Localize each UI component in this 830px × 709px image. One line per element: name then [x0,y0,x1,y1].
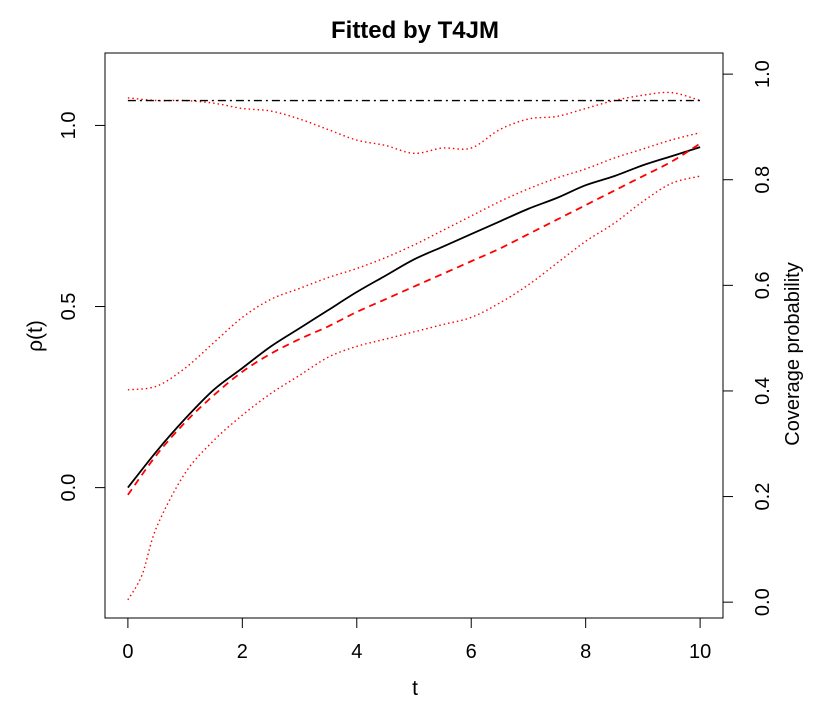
dotted-red-line-2 [127,132,701,391]
chart-title: Fitted by T4JM [331,17,499,44]
dashed-red-line-1 [127,142,701,496]
dotted-red-line-3 [127,175,701,601]
y2-tick-label: 0.0 [752,588,774,616]
x-tick-label: 2 [237,641,248,663]
solid-black-line-0 [127,146,701,489]
y2-tick-label: 1.0 [752,60,774,88]
x-axis-label: t [412,677,418,700]
y2-tick-label: 0.4 [752,377,774,405]
y2-tick-label: 0.2 [752,483,774,511]
dotted-red-line-4 [127,91,701,155]
y-axis: 0.0 0.5 1.0 [58,112,106,502]
y-tick-label: 0.5 [58,293,80,321]
x-axis: 0 2 4 6 8 10 [122,617,711,663]
y2-axis-label: Coverage probability [782,262,804,445]
y-axis-label: ρ(t) [24,320,47,352]
y-tick-label: 0.0 [58,474,80,502]
plot-frame [104,52,724,619]
x-tick-label: 4 [351,641,362,663]
x-tick-label: 0 [122,641,133,663]
y2-axis: 0.0 0.2 0.4 0.6 0.8 1.0 [722,60,774,616]
y2-tick-label: 0.8 [752,166,774,194]
x-tick-label: 10 [689,641,711,663]
y2-tick-label: 0.6 [752,271,774,299]
y-tick-label: 1.0 [58,112,80,140]
x-tick-label: 6 [466,641,477,663]
series-layer [127,91,701,601]
x-tick-label: 8 [580,641,591,663]
